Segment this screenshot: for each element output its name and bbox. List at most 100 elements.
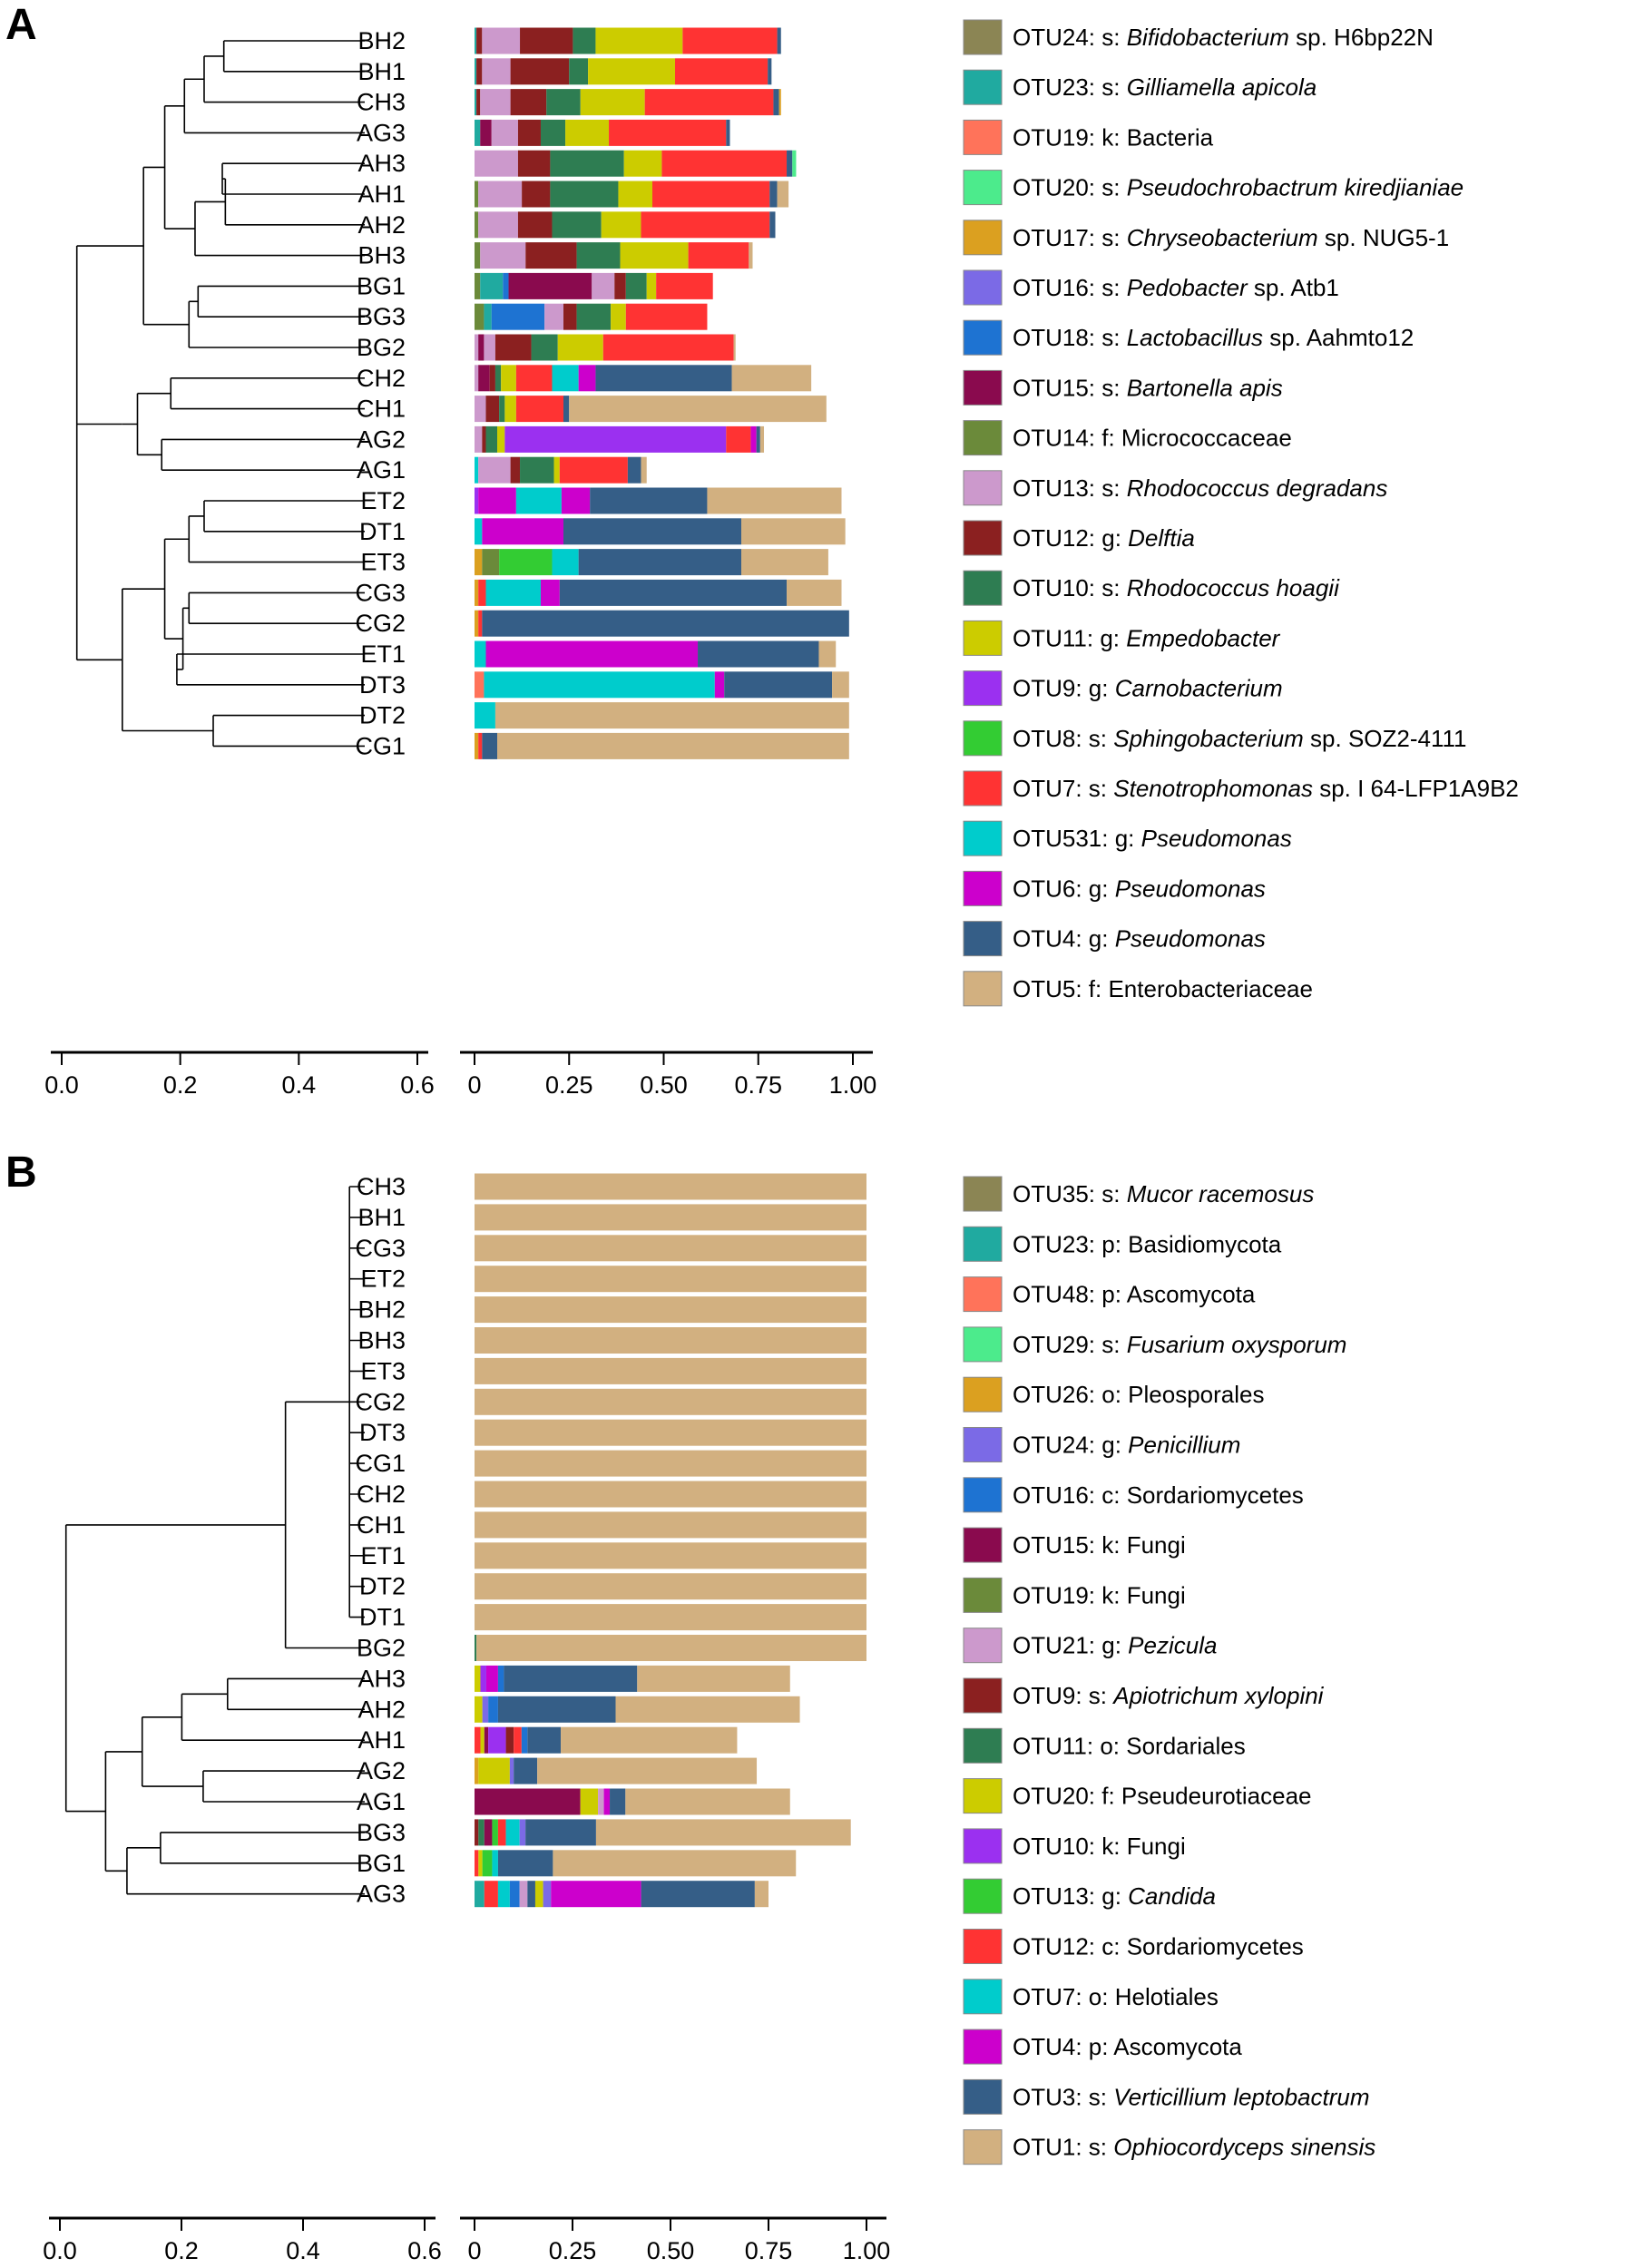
bar-segment-ET1-OTU1 — [475, 1542, 866, 1569]
bar-segment-ET1-OTU531 — [475, 640, 486, 668]
legend-taxon: Ascomycota — [1127, 1281, 1256, 1308]
dendrogram-axis-tick-label: 0.4 — [286, 2237, 320, 2264]
legend-code: OTU26: o: — [1013, 1381, 1128, 1408]
legend-taxon: Sphingobacterium — [1113, 725, 1304, 752]
legend-swatch-OTU10 — [963, 570, 1003, 606]
legend-code: OTU531: g: — [1013, 825, 1141, 852]
bar-segment-BG3-OTU7 — [505, 1819, 520, 1846]
bar-segment-CG3-OTU5 — [787, 579, 842, 606]
bar-segment-CH2-OTU11 — [501, 365, 516, 392]
legend-swatch-OTU7 — [963, 770, 1003, 807]
legend-label-OTU11: OTU11: o: Sordariales — [1013, 1732, 1246, 1759]
legend-label-OTU531: OTU531: g: Pseudomonas — [1013, 825, 1292, 852]
bar-segment-AH2-OTU13 — [478, 211, 518, 239]
legend-swatch-OTU12 — [963, 520, 1003, 556]
sample-label-BH2: BH2 — [357, 1296, 406, 1324]
dendrogram-axis-tick-label: 0.0 — [43, 2237, 77, 2264]
bar-segment-AH1-OTU16 — [521, 1726, 528, 1754]
sample-label-ET2: ET2 — [360, 1266, 406, 1293]
bar-segment-AG1-OTU531 — [475, 456, 479, 484]
bar-segment-AG3-OTU7 — [609, 119, 727, 146]
bar-segment-AG2-OTU7 — [726, 425, 751, 453]
bar-segment-AH1-OTU20 — [480, 1726, 485, 1754]
legend-code: OTU15: k: — [1013, 1531, 1127, 1559]
bar-segment-AH1-OTU7 — [651, 181, 770, 208]
legend-swatch-OTU20 — [963, 170, 1003, 206]
legend-swatch-OTU4 — [963, 2028, 1003, 2065]
legend-code: OTU6: g: — [1013, 875, 1115, 902]
bar-segment-CG1-OTU7 — [478, 732, 483, 759]
dendrogram-axis-tick-label: 0.4 — [282, 1071, 317, 1099]
bar-segment-CG1-OTU5 — [497, 732, 849, 759]
legend-code: OTU3: s: — [1013, 2083, 1113, 2110]
legend-label-OTU21: OTU21: g: Pezicula — [1013, 1632, 1217, 1659]
legend-code: OTU9: s: — [1013, 1682, 1113, 1709]
bar-segment-BG1-OTU10 — [625, 272, 647, 299]
bar-segment-BG3-OTU9 — [475, 1819, 479, 1846]
legend-code: OTU11: g: — [1013, 624, 1126, 651]
bar-segment-CG1-OTU1 — [475, 1450, 866, 1477]
bar-segment-DT3-OTU19 — [475, 671, 485, 699]
bar-segment-AG2-OTU11 — [497, 425, 505, 453]
bar-segment-AH2-OTU4 — [769, 211, 776, 239]
legend-suffix: sp. Atb1 — [1248, 274, 1339, 301]
bar-segment-AH2-OTU7 — [641, 211, 770, 239]
bar-segment-DT1-OTU531 — [475, 518, 483, 545]
legend-code: OTU20: s: — [1013, 174, 1127, 201]
bar-segment-ET3-OTU4 — [578, 549, 741, 576]
legend-suffix: sp. NUG5-1 — [1318, 224, 1450, 251]
bar-segment-ET2-OTU1 — [475, 1266, 866, 1293]
bar-segment-AH1-OTU4 — [769, 181, 778, 208]
bar-segment-ET2-OTU5 — [707, 487, 842, 514]
bar-segment-BG1-OTU3 — [497, 1850, 553, 1877]
legend-swatch-OTU16 — [963, 1477, 1003, 1513]
legend-taxon: Pseudomonas — [1115, 875, 1266, 902]
sample-label-BH1: BH1 — [357, 58, 406, 85]
legend-label-OTU6: OTU6: g: Pseudomonas — [1013, 875, 1266, 902]
legend-taxon: Pseudeurotiaceae — [1121, 1783, 1312, 1810]
legend-label-OTU24: OTU24: g: Penicillium — [1013, 1432, 1240, 1459]
bar-segment-AH3-OTU13 — [475, 150, 518, 177]
legend-code: OTU24: g: — [1013, 1432, 1128, 1459]
bar-segment-AG1-OTU4 — [603, 1788, 611, 1815]
bar-segment-AH3-OTU10 — [550, 150, 624, 177]
bar-axis-tick-label: 1.00 — [843, 2237, 891, 2264]
legend-swatch-OTU9 — [963, 670, 1003, 707]
legend-code: OTU12: g: — [1013, 524, 1128, 552]
bar-segment-AH3-OTU16 — [497, 1665, 504, 1692]
bar-segment-AG2-OTU10 — [485, 425, 498, 453]
legend-swatch-OTU18 — [963, 319, 1003, 356]
legend-code: OTU10: s: — [1013, 574, 1127, 601]
bar-segment-AH3-OTU20 — [792, 150, 797, 177]
legend-swatch-OTU21 — [963, 1628, 1003, 1664]
bar-segment-ET2-OTU4 — [590, 487, 708, 514]
legend-label-OTU15: OTU15: s: Bartonella apis — [1013, 374, 1283, 401]
legend-taxon: Gilliamella apicola — [1127, 73, 1317, 101]
bar-segment-DT3-OTU4 — [724, 671, 833, 699]
bar-segment-AH1-OTU12 — [522, 181, 551, 208]
bar-segment-BG1-OTU12 — [475, 1850, 479, 1877]
bar-segment-BG1-OTU23 — [480, 272, 504, 299]
sample-label-ET2: ET2 — [360, 487, 406, 514]
bar-segment-DT3-OTU6 — [714, 671, 725, 699]
legend-swatch-OTU4 — [963, 921, 1003, 957]
bar-segment-BG2-OTU13 — [484, 334, 495, 361]
legend-code: OTU1: s: — [1013, 2134, 1113, 2161]
legend-taxon: Bacteria — [1127, 123, 1214, 151]
legend-taxon: Pseudomonas — [1115, 925, 1266, 953]
bar-segment-AG1-OTU20 — [580, 1788, 599, 1815]
legend-taxon: Lactobacillus — [1127, 324, 1263, 351]
bar-segment-AH1-OTU12 — [514, 1726, 522, 1754]
legend-taxon: Sordariomycetes — [1127, 1481, 1304, 1509]
legend-taxon: Bartonella apis — [1127, 374, 1283, 401]
bar-segment-DT3-OTU1 — [475, 1419, 866, 1446]
bar-segment-BG3-OTU12 — [497, 1819, 506, 1846]
legend-suffix: sp. H6bp22N — [1289, 24, 1434, 51]
bar-segment-BH3-OTU14 — [475, 242, 481, 269]
bar-segment-BH3-OTU7 — [688, 242, 749, 269]
sample-label-ET3: ET3 — [360, 1357, 406, 1384]
legend-swatch-OTU11 — [963, 1727, 1003, 1764]
legend-swatch-OTU15 — [963, 1527, 1003, 1563]
bar-segment-CH2-OTU5 — [731, 365, 812, 392]
